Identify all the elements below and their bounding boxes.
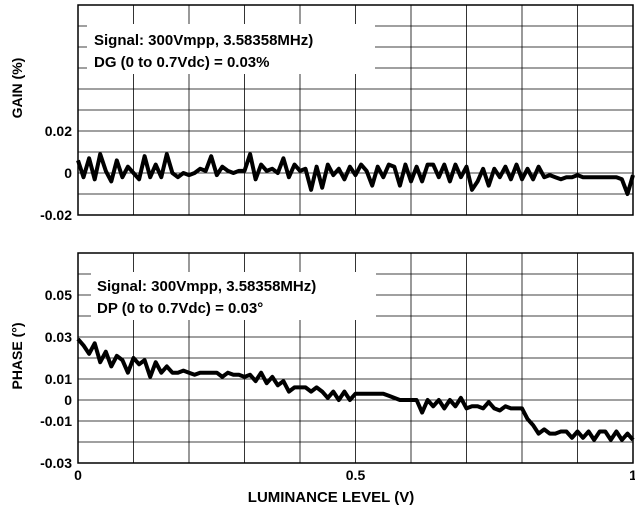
gain-annotation-box: Signal: 300Vmpp, 3.58358MHz) DG (0 to 0.… bbox=[87, 24, 375, 74]
phase-y-axis-label: PHASE (°) bbox=[9, 322, 25, 389]
phase-y-tick-label: 0.03 bbox=[45, 329, 72, 345]
phase-x-ticks: 0 0.5 1 bbox=[74, 467, 635, 483]
gain-series-line bbox=[76, 152, 635, 196]
x-tick-label: 0.5 bbox=[346, 467, 366, 483]
phase-annotation-line-1: Signal: 300Vmpp, 3.58358MHz) bbox=[97, 278, 316, 295]
gain-annotation-line-1: Signal: 300Vmpp, 3.58358MHz) bbox=[94, 32, 313, 49]
x-tick-label: 0 bbox=[74, 467, 82, 483]
phase-panel: -0.03 -0.01 0 0.01 0.03 0.05 Signal: 300Vmpp,… bbox=[9, 252, 635, 506]
gain-y-tick-label: 0.02 bbox=[45, 123, 72, 139]
phase-annotation-line-2: DP (0 to 0.7Vdc) = 0.03° bbox=[97, 300, 263, 317]
gain-y-ticks: -0.02 0 0.02 bbox=[40, 123, 72, 223]
phase-annotation-box: Signal: 300Vmpp, 3.58358MHz) DP (0 to 0.… bbox=[91, 272, 376, 320]
gain-y-axis-label: GAIN (%) bbox=[9, 58, 25, 119]
phase-y-ticks: -0.03 -0.01 0 0.01 0.03 0.05 bbox=[40, 287, 72, 471]
gain-y-tick-label: -0.02 bbox=[40, 207, 72, 223]
phase-y-tick-label: -0.01 bbox=[40, 413, 72, 429]
gain-annotation-line-2: DG (0 to 0.7Vdc) = 0.03% bbox=[94, 54, 269, 71]
x-axis-label: LUMINANCE LEVEL (V) bbox=[248, 489, 414, 506]
gain-panel: -0.02 0 0.02 Signal: 300Vmpp, 3.58358MHz) … bbox=[9, 4, 635, 223]
phase-y-tick-label: 0.01 bbox=[45, 371, 72, 387]
gain-annotation-background bbox=[87, 24, 375, 74]
phase-series-line bbox=[76, 337, 635, 442]
phase-annotation-background bbox=[91, 272, 376, 320]
x-tick-label: 1 bbox=[629, 467, 635, 483]
phase-y-tick-label: 0.05 bbox=[45, 287, 72, 303]
gain-y-tick-label: 0 bbox=[64, 165, 72, 181]
phase-y-tick-label: -0.03 bbox=[40, 455, 72, 471]
phase-y-tick-label: 0 bbox=[64, 392, 72, 408]
